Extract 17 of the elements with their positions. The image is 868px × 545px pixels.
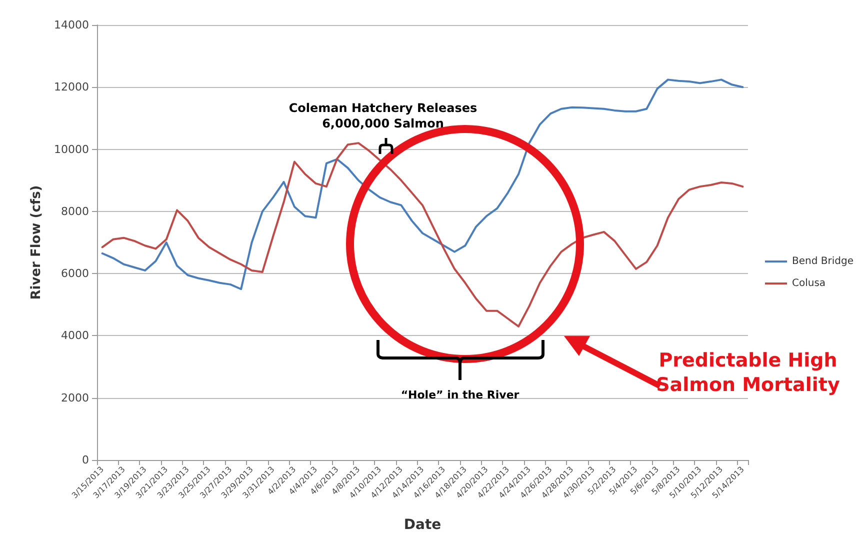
- annotation: “Hole” in the River: [400, 388, 520, 402]
- y-tick-label: 6000: [61, 267, 89, 280]
- y-tick-label: 4000: [61, 329, 89, 342]
- y-tick-label: 12000: [54, 80, 89, 94]
- annotation: Coleman Hatchery Releases 6,000,000 Salmon: [288, 100, 478, 130]
- line-series: [101, 142, 744, 328]
- y-axis-title: River Flow (cfs): [29, 185, 44, 300]
- line-series: [101, 78, 744, 290]
- legend-label: Colusa: [792, 278, 826, 289]
- y-tick-label: 14000: [54, 18, 89, 32]
- y-tick-label: 0: [82, 454, 89, 466]
- annotation: Predictable High Salmon Mortality: [656, 349, 840, 396]
- y-tick-label: 2000: [61, 391, 89, 404]
- y-tick-label: 8000: [61, 204, 89, 218]
- y-tick-label: 10000: [54, 142, 89, 156]
- x-axis-title: Date: [404, 517, 442, 533]
- legend-label: Bend Bridge: [792, 256, 854, 267]
